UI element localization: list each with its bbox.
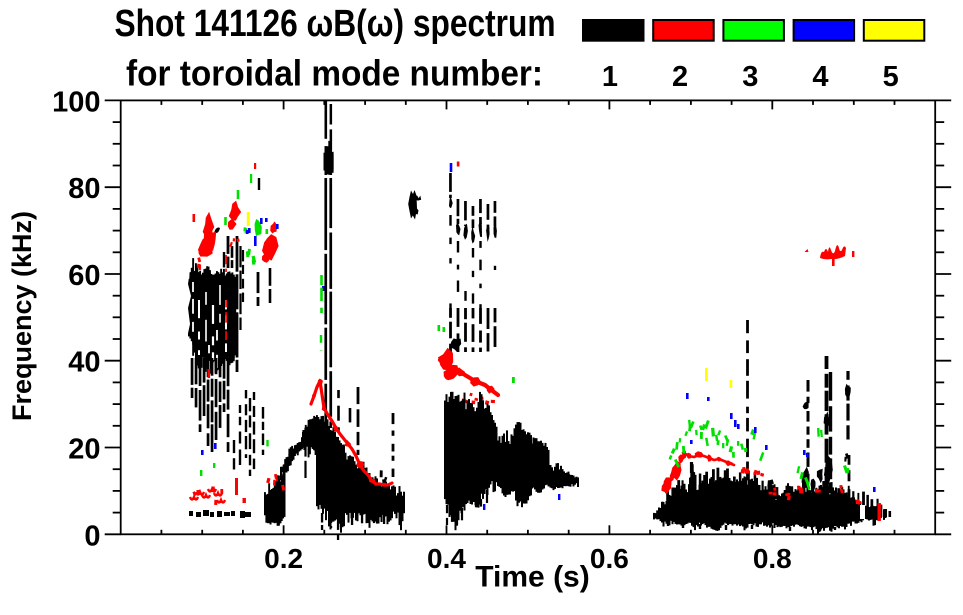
svg-text:2: 2 — [672, 61, 688, 93]
svg-text:Frequency (kHz): Frequency (kHz) — [7, 211, 37, 421]
svg-text:80: 80 — [68, 173, 100, 205]
svg-text:Shot 141126 ωB(ω) spectrum: Shot 141126 ωB(ω) spectrum — [115, 3, 556, 45]
svg-text:60: 60 — [68, 260, 100, 292]
svg-text:Time (s): Time (s) — [475, 561, 589, 594]
svg-text:for toroidal mode number:: for toroidal mode number: — [126, 53, 543, 94]
svg-text:0.8: 0.8 — [753, 543, 792, 574]
svg-text:0.6: 0.6 — [590, 543, 629, 574]
svg-text:0.2: 0.2 — [264, 543, 303, 574]
svg-text:100: 100 — [52, 86, 100, 118]
svg-text:0.4: 0.4 — [427, 543, 466, 574]
svg-text:1: 1 — [602, 61, 618, 93]
svg-text:4: 4 — [812, 61, 828, 93]
svg-text:20: 20 — [68, 434, 100, 466]
svg-text:40: 40 — [68, 347, 100, 379]
svg-text:5: 5 — [883, 61, 899, 93]
svg-text:3: 3 — [742, 61, 758, 93]
svg-text:0: 0 — [84, 520, 100, 552]
